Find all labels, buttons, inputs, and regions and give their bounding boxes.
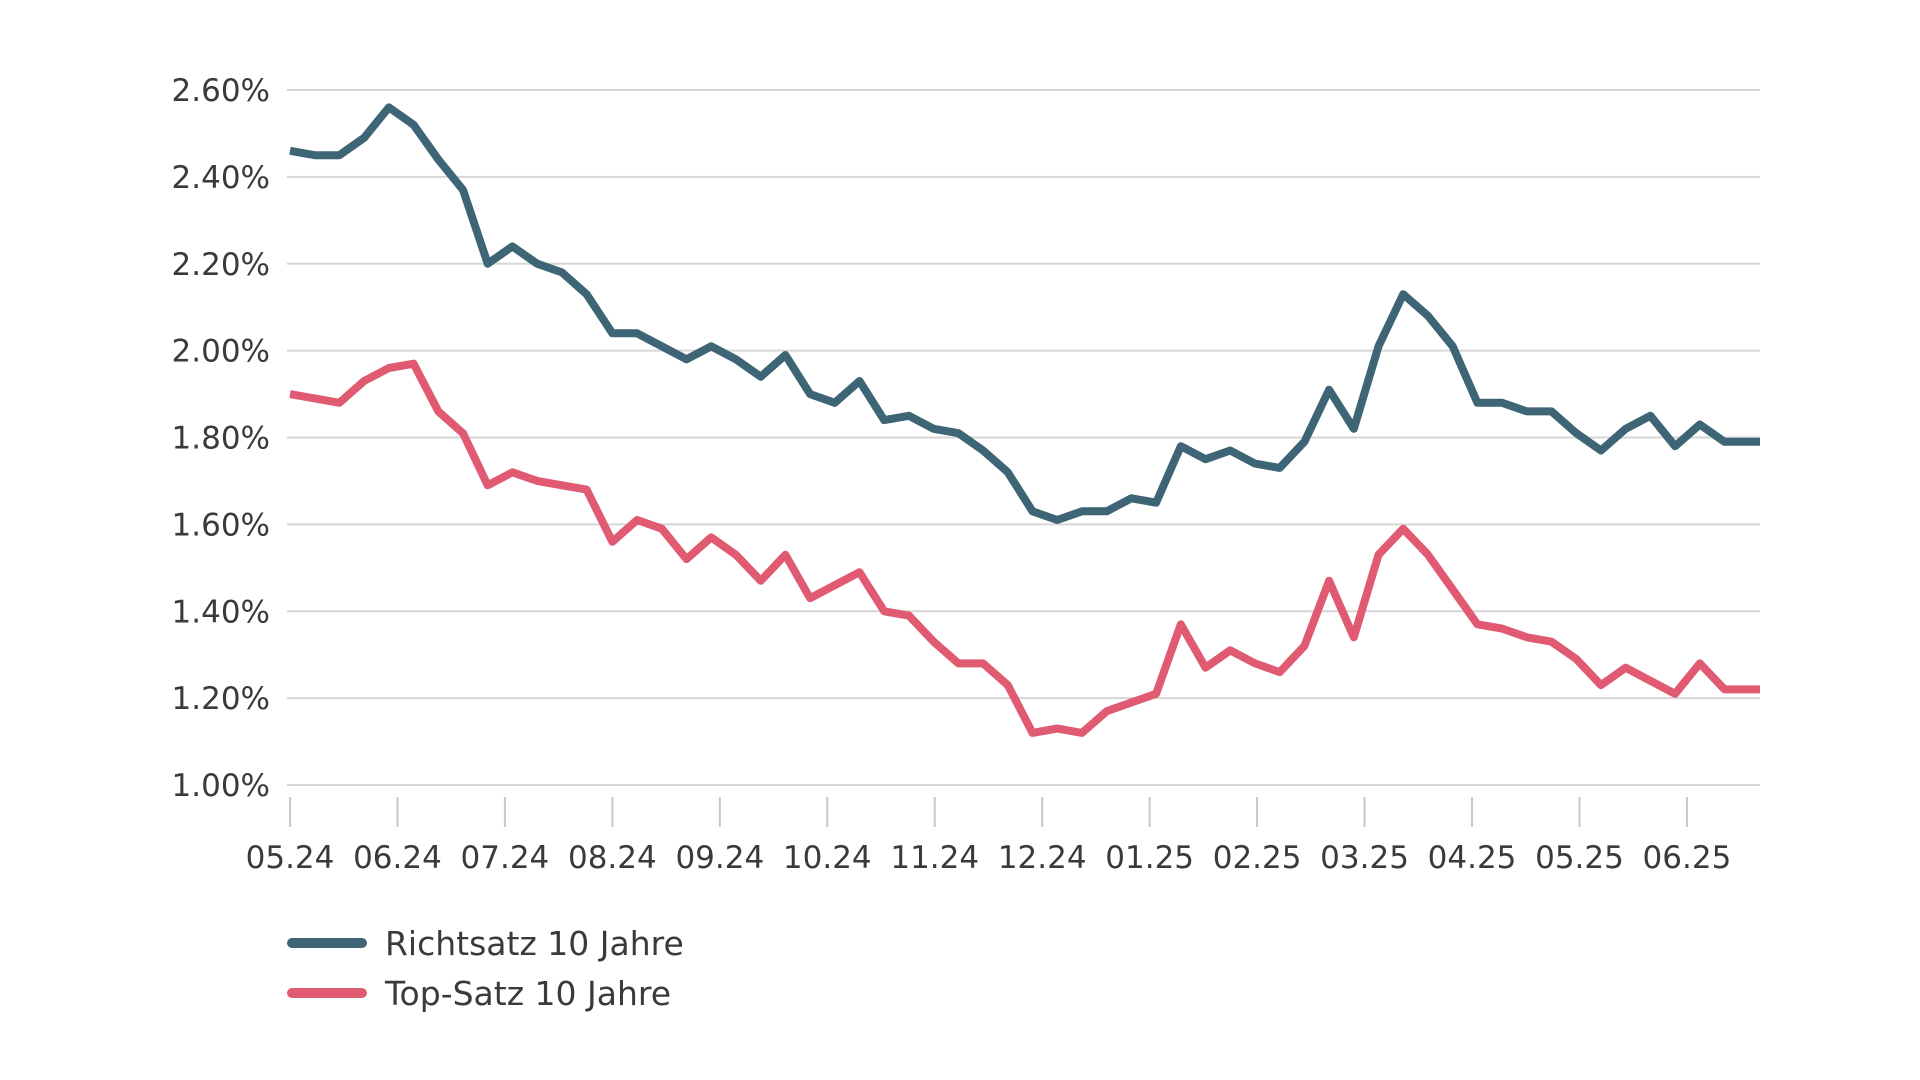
- x-tick-label: 11.24: [890, 840, 979, 876]
- y-tick-label: 1.80%: [172, 421, 270, 457]
- x-tick-label: 05.25: [1535, 840, 1624, 876]
- x-tick-label: 09.24: [675, 840, 764, 876]
- y-tick-label: 2.00%: [172, 334, 270, 370]
- y-tick-label: 2.60%: [172, 73, 270, 109]
- y-tick-label: 1.60%: [172, 507, 270, 543]
- x-tick-label: 07.24: [461, 840, 550, 876]
- x-tick-label: 08.24: [568, 840, 657, 876]
- series-line-richtsatz: [289, 103, 1760, 524]
- series-line-top-satz: [289, 359, 1760, 737]
- x-tick-label: 06.25: [1643, 840, 1732, 876]
- grid-lines: [287, 89, 1760, 786]
- y-tick-label: 1.00%: [172, 768, 270, 804]
- y-axis: 1.00% 1.20% 1.40% 1.60% 1.80% 2.00% 2.20% 2.40%…: [172, 73, 270, 804]
- x-tick-label: 04.25: [1428, 840, 1517, 876]
- series-lines: [289, 103, 1760, 737]
- x-tick-label: 01.25: [1105, 840, 1194, 876]
- y-tick-label: 1.40%: [172, 594, 270, 630]
- x-tick-label: 12.24: [998, 840, 1087, 876]
- x-tick-label: 05.24: [246, 840, 335, 876]
- x-tick-label: 03.25: [1320, 840, 1409, 876]
- y-tick-label: 1.20%: [172, 681, 270, 717]
- y-tick-label: 2.40%: [172, 160, 270, 196]
- legend: Richtsatz 10 Jahre Top-Satz 10 Jahre: [287, 924, 684, 1013]
- legend-label: Richtsatz 10 Jahre: [385, 924, 684, 963]
- y-tick-label: 2.20%: [172, 247, 270, 283]
- legend-label: Top-Satz 10 Jahre: [384, 974, 671, 1013]
- x-tick-label: 02.25: [1213, 840, 1302, 876]
- x-tick-label: 10.24: [783, 840, 872, 876]
- x-tick-label: 06.24: [353, 840, 442, 876]
- x-axis: 05.24 06.24 07.24 08.24 09.24 10.24 11.24 12.24…: [246, 797, 1732, 876]
